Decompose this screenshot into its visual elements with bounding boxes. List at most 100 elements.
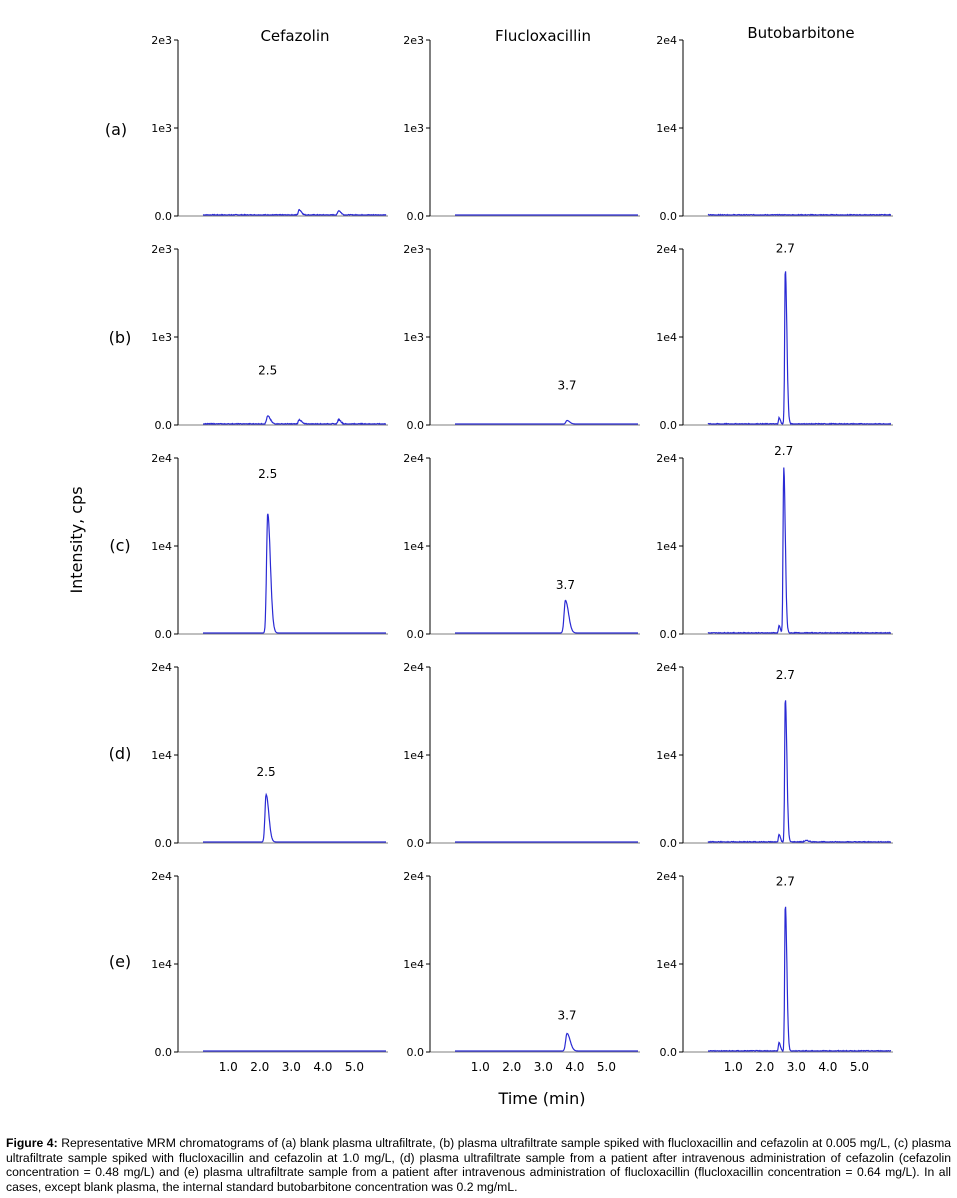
x-tick-label-cefazolin-1: 2.0 <box>250 1060 269 1074</box>
panel-butobarbitone-d: 0.0 1e4 2e4 2.7 <box>656 661 893 850</box>
y-tick-label-cefazolin-b-1: 1e3 <box>151 331 172 344</box>
peak-label-flucloxacillin-b: 3.7 <box>557 379 576 393</box>
peak-label-flucloxacillin-e: 3.7 <box>557 1008 576 1022</box>
peak-label-cefazolin-c: 2.5 <box>258 467 277 481</box>
y-tick-label-butobarbitone-b-2: 2e4 <box>656 243 677 256</box>
y-tick-label-cefazolin-e-1: 1e4 <box>151 958 172 971</box>
row-label-a: (a) <box>105 120 127 139</box>
x-tick-label-flucloxacillin-4: 5.0 <box>597 1060 616 1074</box>
panel-flucloxacillin-b: 0.0 1e3 2e3 3.7 <box>403 243 640 432</box>
y-tick-label-flucloxacillin-b-1: 1e3 <box>403 331 424 344</box>
y-tick-label-cefazolin-d-1: 1e4 <box>151 749 172 762</box>
panel-cefazolin-d: 0.0 1e4 2e4 2.5 <box>151 661 388 850</box>
y-tick-label-flucloxacillin-e-0: 0.0 <box>407 1046 425 1059</box>
y-tick-label-butobarbitone-e-0: 0.0 <box>660 1046 678 1059</box>
y-tick-label-cefazolin-d-0: 0.0 <box>155 837 173 850</box>
y-tick-label-butobarbitone-a-0: 0.0 <box>660 210 678 223</box>
panel-flucloxacillin-c: 0.0 1e4 2e4 3.7 <box>403 452 640 641</box>
trace-cefazolin-c <box>203 513 386 634</box>
panel-flucloxacillin-d: 0.0 1e4 2e4 <box>403 661 640 850</box>
y-tick-label-cefazolin-c-0: 0.0 <box>155 628 173 641</box>
y-tick-label-cefazolin-a-1: 1e3 <box>151 122 172 135</box>
x-tick-label-flucloxacillin-1: 2.0 <box>502 1060 521 1074</box>
y-tick-label-flucloxacillin-b-2: 2e3 <box>403 243 424 256</box>
x-tick-label-cefazolin-0: 1.0 <box>219 1060 238 1074</box>
x-tick-label-flucloxacillin-0: 1.0 <box>471 1060 490 1074</box>
y-tick-label-cefazolin-c-1: 1e4 <box>151 540 172 553</box>
peak-label-butobarbitone-d: 2.7 <box>776 668 795 682</box>
row-label-d: (d) <box>109 744 132 763</box>
trace-butobarbitone-a <box>707 213 891 216</box>
trace-butobarbitone-b <box>707 271 892 426</box>
trace-cefazolin-a <box>202 208 387 216</box>
y-tick-label-flucloxacillin-d-2: 2e4 <box>403 661 424 674</box>
y-tick-label-butobarbitone-b-1: 1e4 <box>656 331 677 344</box>
y-tick-label-butobarbitone-c-2: 2e4 <box>656 452 677 465</box>
y-tick-label-flucloxacillin-c-1: 1e4 <box>403 540 424 553</box>
panel-butobarbitone-b: 0.0 1e4 2e4 2.7 <box>656 241 893 432</box>
y-tick-label-butobarbitone-c-1: 1e4 <box>656 540 677 553</box>
y-tick-label-cefazolin-e-0: 0.0 <box>155 1046 173 1059</box>
y-tick-label-flucloxacillin-d-1: 1e4 <box>403 749 424 762</box>
trace-flucloxacillin-e <box>455 1032 638 1052</box>
peak-label-flucloxacillin-c: 3.7 <box>556 578 575 592</box>
panel-butobarbitone-c: 0.0 1e4 2e4 2.7 <box>656 444 893 641</box>
x-tick-label-cefazolin-3: 4.0 <box>313 1060 332 1074</box>
y-tick-label-butobarbitone-d-0: 0.0 <box>660 837 678 850</box>
y-tick-label-butobarbitone-a-2: 2e4 <box>656 34 677 47</box>
column-title-flucloxacillin: Flucloxacillin <box>495 27 591 45</box>
y-tick-label-butobarbitone-d-2: 2e4 <box>656 661 677 674</box>
y-tick-label-butobarbitone-e-1: 1e4 <box>656 958 677 971</box>
chromatogram-panels: 0.01e32e30.01e32e30.01e42e40.01e32e32.50… <box>151 34 893 1059</box>
caption-text: Representative MRM chromatograms of (a) … <box>6 1136 951 1194</box>
column-title-butobarbitone: Butobarbitone <box>747 24 854 42</box>
x-tick-label-butobarbitone-3: 4.0 <box>818 1060 837 1074</box>
x-tick-label-flucloxacillin-3: 4.0 <box>565 1060 584 1074</box>
y-tick-label-flucloxacillin-b-0: 0.0 <box>407 419 425 432</box>
row-label-c: (c) <box>109 536 130 555</box>
row-label-b: (b) <box>109 328 132 347</box>
y-tick-label-butobarbitone-a-1: 1e4 <box>656 122 677 135</box>
panel-cefazolin-b: 0.0 1e3 2e3 2.5 <box>151 243 388 432</box>
y-tick-label-cefazolin-b-0: 0.0 <box>155 419 173 432</box>
y-tick-label-cefazolin-c-2: 2e4 <box>151 452 172 465</box>
chromatogram-figure: Cefazolin Flucloxacillin Butobarbitone (… <box>67 24 893 1108</box>
y-tick-label-butobarbitone-c-0: 0.0 <box>660 628 678 641</box>
trace-cefazolin-b <box>203 415 386 425</box>
x-tick-label-butobarbitone-2: 3.0 <box>787 1060 806 1074</box>
x-tick-label-butobarbitone-1: 2.0 <box>755 1060 774 1074</box>
x-tick-label-butobarbitone-0: 1.0 <box>724 1060 743 1074</box>
y-tick-label-cefazolin-e-2: 2e4 <box>151 870 172 883</box>
peak-label-cefazolin-d: 2.5 <box>257 765 276 779</box>
trace-butobarbitone-c <box>707 467 892 634</box>
y-tick-label-flucloxacillin-a-2: 2e3 <box>403 34 424 47</box>
panel-flucloxacillin-e: 0.0 1e4 2e4 3.7 <box>403 870 640 1059</box>
y-tick-label-cefazolin-d-2: 2e4 <box>151 661 172 674</box>
y-tick-label-flucloxacillin-d-0: 0.0 <box>407 837 425 850</box>
panel-cefazolin-a: 0.0 1e3 2e3 <box>151 34 388 223</box>
x-tick-label-flucloxacillin-2: 3.0 <box>534 1060 553 1074</box>
panel-butobarbitone-e: 0.0 1e4 2e4 2.7 <box>656 870 893 1059</box>
figure-caption: Figure 4: Representative MRM chromatogra… <box>6 1136 951 1194</box>
x-tick-label-butobarbitone-4: 5.0 <box>850 1060 869 1074</box>
y-tick-label-flucloxacillin-c-0: 0.0 <box>407 628 425 641</box>
x-tick-labels: 1.0 2.0 3.0 4.0 5.0 1.0 2.0 3.0 4.0 5.0 1.0 2.0 3.0 4… <box>219 1060 869 1074</box>
y-tick-label-flucloxacillin-e-1: 1e4 <box>403 958 424 971</box>
row-label-e: (e) <box>109 952 131 971</box>
y-tick-label-cefazolin-a-0: 0.0 <box>155 210 173 223</box>
panel-butobarbitone-a: 0.0 1e4 2e4 <box>656 34 893 223</box>
peak-label-butobarbitone-e: 2.7 <box>776 875 795 889</box>
peak-label-butobarbitone-b: 2.7 <box>776 241 795 255</box>
y-tick-label-butobarbitone-d-1: 1e4 <box>656 749 677 762</box>
x-tick-label-cefazolin-4: 5.0 <box>345 1060 364 1074</box>
peak-label-cefazolin-b: 2.5 <box>258 364 277 378</box>
trace-cefazolin-d <box>203 792 386 843</box>
trace-butobarbitone-d <box>707 700 892 843</box>
x-axis-label: Time (min) <box>498 1089 586 1108</box>
y-tick-label-flucloxacillin-a-0: 0.0 <box>407 210 425 223</box>
y-tick-label-flucloxacillin-e-2: 2e4 <box>403 870 424 883</box>
y-axis-label: Intensity, cps <box>67 486 86 593</box>
trace-flucloxacillin-c <box>455 599 638 634</box>
y-tick-label-butobarbitone-e-2: 2e4 <box>656 870 677 883</box>
panel-flucloxacillin-a: 0.0 1e3 2e3 <box>403 34 640 223</box>
